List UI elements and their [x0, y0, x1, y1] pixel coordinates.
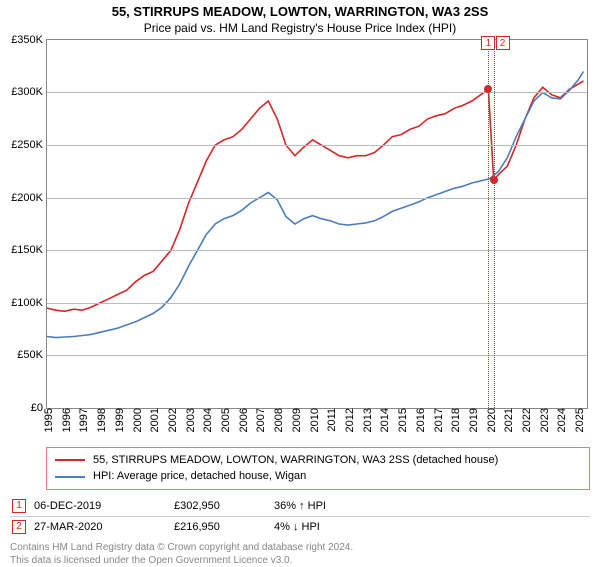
- x-tick-label: 2008: [269, 408, 285, 432]
- series-line: [47, 71, 584, 337]
- x-tick-label: 1996: [57, 408, 73, 432]
- row-price: £216,950: [174, 521, 274, 533]
- footer-attribution: Contains HM Land Registry data © Crown c…: [10, 541, 590, 567]
- gridline: [47, 198, 587, 199]
- x-tick-label: 2022: [517, 408, 533, 432]
- row-marker: 2: [12, 520, 26, 534]
- series-line: [47, 81, 584, 311]
- row-hpi: 4% ↓ HPI: [274, 521, 394, 533]
- x-tick-label: 2017: [429, 408, 445, 432]
- gridline: [47, 250, 587, 251]
- y-tick-label: £50K: [17, 349, 47, 361]
- y-tick-label: £150K: [11, 244, 47, 256]
- data-table: 1 06-DEC-2019£302,95036% ↑ HPI 2 27-MAR-202…: [10, 496, 590, 537]
- x-tick-label: 1999: [110, 408, 126, 432]
- x-tick-label: 2002: [163, 408, 179, 432]
- gridline: [47, 92, 587, 93]
- chart-subtitle: Price paid vs. HM Land Registry's House …: [0, 21, 600, 35]
- x-tick-label: 2013: [358, 408, 374, 432]
- gridline: [47, 303, 587, 304]
- x-tick-label: 2019: [464, 408, 480, 432]
- marker-dot: [490, 176, 498, 184]
- x-tick-label: 2006: [234, 408, 250, 432]
- chart-svg: [47, 40, 587, 408]
- legend-label: 55, STIRRUPS MEADOW, LOWTON, WARRINGTON,…: [93, 452, 498, 469]
- chart-plot-area: £0£50K£100K£150K£200K£250K£300K£350K1995…: [46, 39, 588, 409]
- marker-vline: [494, 40, 495, 408]
- marker-dot: [484, 85, 492, 93]
- x-tick-label: 2003: [181, 408, 197, 432]
- x-tick-label: 2016: [411, 408, 427, 432]
- chart-title: 55, STIRRUPS MEADOW, LOWTON, WARRINGTON,…: [0, 4, 600, 21]
- footer-line-2: This data is licensed under the Open Gov…: [10, 554, 590, 567]
- footer-line-1: Contains HM Land Registry data © Crown c…: [10, 541, 590, 554]
- y-tick-label: £250K: [11, 139, 47, 151]
- x-tick-label: 2009: [287, 408, 303, 432]
- gridline: [47, 355, 587, 356]
- x-tick-label: 2021: [499, 408, 515, 432]
- x-tick-label: 2023: [535, 408, 551, 432]
- row-date: 06-DEC-2019: [34, 500, 174, 512]
- legend-row: 55, STIRRUPS MEADOW, LOWTON, WARRINGTON,…: [55, 452, 581, 469]
- x-tick-label: 2014: [375, 408, 391, 432]
- table-row: 1 06-DEC-2019£302,95036% ↑ HPI: [10, 496, 590, 517]
- legend-row: HPI: Average price, detached house, Wiga…: [55, 468, 581, 485]
- x-tick-label: 1998: [92, 408, 108, 432]
- row-hpi: 36% ↑ HPI: [274, 500, 394, 512]
- x-tick-label: 2001: [145, 408, 161, 432]
- x-tick-label: 1997: [74, 408, 90, 432]
- x-tick-label: 2007: [251, 408, 267, 432]
- y-tick-label: £350K: [11, 34, 47, 46]
- x-tick-label: 2011: [322, 408, 338, 432]
- x-tick-label: 2018: [446, 408, 462, 432]
- x-tick-label: 1995: [39, 408, 55, 432]
- legend-swatch: [55, 459, 85, 461]
- row-date: 27-MAR-2020: [34, 521, 174, 533]
- x-tick-label: 2004: [198, 408, 214, 432]
- marker-callout: 2: [496, 36, 510, 50]
- marker-vline: [488, 40, 489, 408]
- legend-swatch: [55, 476, 85, 478]
- x-tick-label: 2012: [340, 408, 356, 432]
- chart-legend: 55, STIRRUPS MEADOW, LOWTON, WARRINGTON,…: [46, 447, 590, 490]
- row-marker: 1: [12, 499, 26, 513]
- y-tick-label: £200K: [11, 192, 47, 204]
- x-tick-label: 2025: [570, 408, 586, 432]
- table-row: 2 27-MAR-2020£216,9504% ↓ HPI: [10, 517, 590, 537]
- legend-label: HPI: Average price, detached house, Wiga…: [93, 468, 306, 485]
- x-tick-label: 2024: [552, 408, 568, 432]
- x-tick-label: 2010: [305, 408, 321, 432]
- x-tick-label: 2000: [128, 408, 144, 432]
- gridline: [47, 145, 587, 146]
- y-tick-label: £100K: [11, 297, 47, 309]
- y-tick-label: £300K: [11, 86, 47, 98]
- x-tick-label: 2020: [482, 408, 498, 432]
- x-tick-label: 2015: [393, 408, 409, 432]
- x-tick-label: 2005: [216, 408, 232, 432]
- row-price: £302,950: [174, 500, 274, 512]
